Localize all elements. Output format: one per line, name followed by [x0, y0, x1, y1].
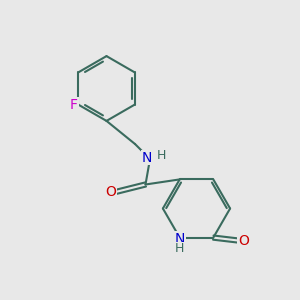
Text: H: H — [175, 242, 184, 256]
Text: N: N — [175, 232, 185, 246]
Text: O: O — [238, 234, 249, 248]
Text: F: F — [70, 98, 78, 112]
Text: O: O — [106, 185, 116, 199]
Text: H: H — [157, 149, 166, 162]
Text: N: N — [142, 151, 152, 164]
